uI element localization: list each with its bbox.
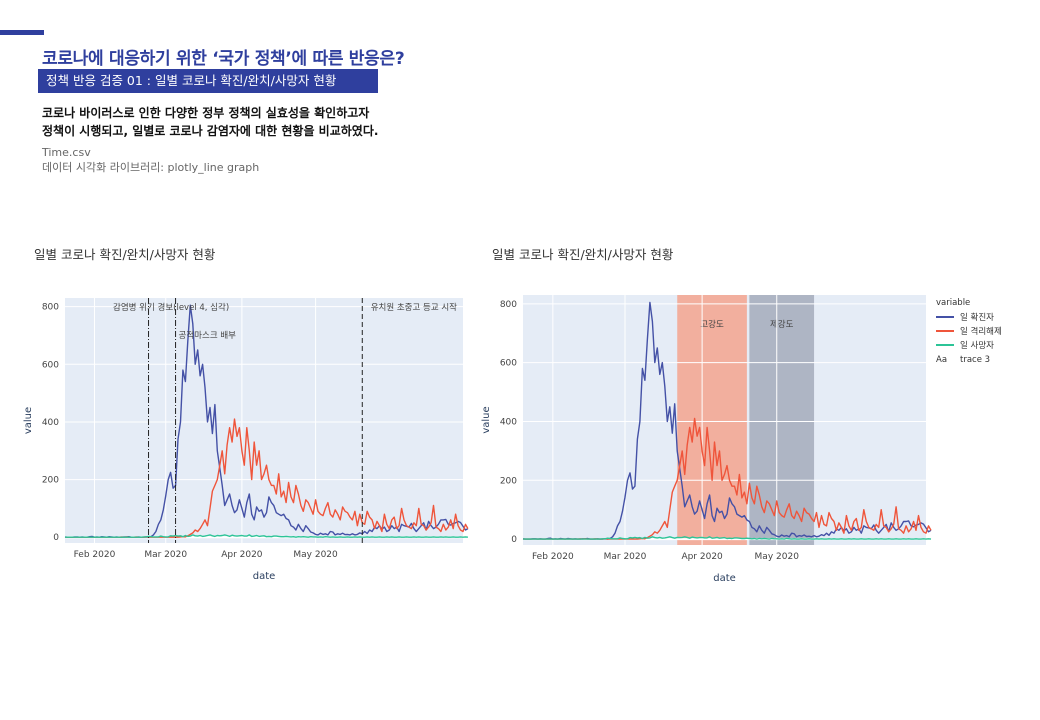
legend-title: variable — [936, 298, 970, 308]
y-axis-title: value — [23, 407, 34, 434]
y-axis-title: value — [481, 406, 492, 433]
legend-entry: 일 확진자 — [960, 312, 994, 323]
y-tick-label: 600 — [500, 359, 517, 369]
event-label: 유치원 초중고 등교 시작 — [371, 302, 457, 313]
policy-band — [677, 295, 747, 545]
description: 코로나 바이러스로 인한 다양한 정부 정책의 실효성을 확인하고자 정책이 시… — [42, 104, 378, 140]
x-tick-label: Feb 2020 — [74, 550, 116, 560]
y-tick-label: 800 — [500, 300, 517, 310]
series-line — [65, 534, 468, 538]
y-tick-label: 200 — [42, 476, 59, 486]
description-line: 코로나 바이러스로 인한 다양한 정부 정책의 실효성을 확인하고자 — [42, 106, 370, 120]
chart-title-left: 일별 코로나 확진/완치/사망자 현황 — [34, 247, 216, 262]
legend-entry: 일 사망자 — [960, 340, 994, 351]
y-tick-label: 0 — [511, 535, 517, 545]
y-tick-label: 400 — [42, 418, 59, 428]
x-tick-label: Apr 2020 — [681, 552, 723, 562]
legend-entry: trace 3 — [960, 355, 990, 365]
chart-right: 고강도 제강도 0 200 400 600 800 Feb 2020 Mar 2020 Apr 2… — [481, 295, 1002, 584]
event-label: 감염병 위기 경보(level 4, 심각) — [113, 302, 229, 313]
x-tick-label: May 2020 — [293, 550, 338, 560]
library-note: 데이터 시각화 라이브러리: plotly_line graph — [42, 161, 260, 174]
policy-band — [749, 295, 815, 545]
x-axis-title: date — [253, 571, 276, 582]
y-tick-label: 800 — [42, 303, 59, 313]
x-tick-label: Mar 2020 — [604, 552, 647, 562]
source-meta: Time.csv 데이터 시각화 라이브러리: plotly_line grap… — [42, 145, 259, 175]
plot-area — [65, 298, 463, 543]
legend-swatch: Aa — [936, 355, 947, 365]
page-title: 코로나에 대응하기 위한 ‘국가 정책’에 따른 반응은? — [42, 49, 405, 69]
legend-entry: 일 격리해제 — [960, 326, 1002, 337]
y-tick-label: 600 — [42, 360, 59, 370]
y-tick-label: 400 — [500, 417, 517, 427]
y-tick-label: 0 — [53, 533, 59, 543]
x-axis-title: date — [713, 573, 736, 584]
accent-bar — [0, 30, 44, 35]
x-tick-label: May 2020 — [755, 552, 800, 562]
x-tick-label: Apr 2020 — [221, 550, 263, 560]
band-label: 고강도 — [700, 319, 724, 330]
section-banner: 정책 반응 검증 01 : 일별 코로나 확진/완치/사망자 현황 — [38, 69, 378, 93]
source-file: Time.csv — [42, 146, 91, 159]
y-tick-label: 200 — [500, 476, 517, 486]
description-line: 정책이 시행되고, 일별로 코로나 감염자에 대한 현황을 비교하였다. — [42, 124, 379, 138]
series-line — [523, 536, 932, 540]
x-tick-label: Mar 2020 — [144, 550, 187, 560]
x-tick-label: Feb 2020 — [532, 552, 574, 562]
band-label: 제강도 — [770, 319, 794, 330]
event-label: 공적마스크 배부 — [179, 330, 237, 341]
chart-left: 0 200 400 600 800 Feb 2020 Mar 2020 Apr 2020 May… — [23, 298, 469, 582]
chart-title-right: 일별 코로나 확진/완치/사망자 현황 — [492, 247, 674, 262]
